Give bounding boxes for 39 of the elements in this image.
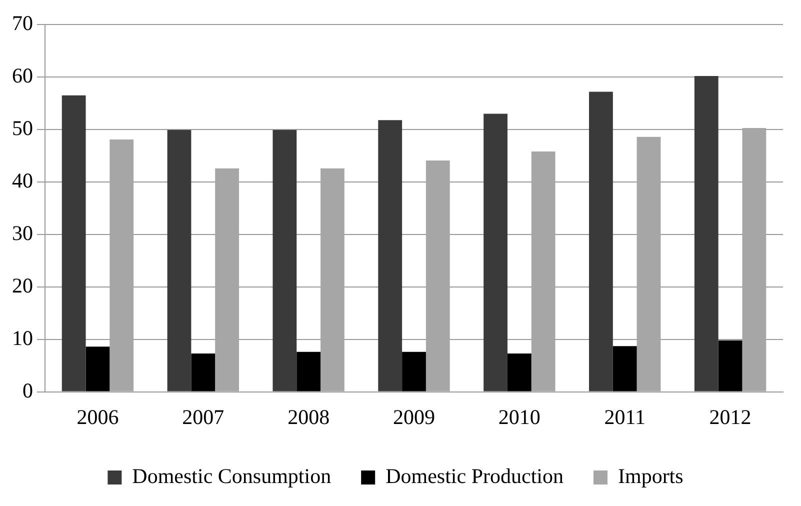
y-tick-label: 30 (12, 220, 33, 245)
x-tick-label: 2012 (709, 404, 752, 429)
x-tick-label: 2010 (498, 404, 540, 429)
x-tick-label: 2011 (604, 404, 646, 429)
bar (589, 92, 613, 392)
y-tick-label: 50 (12, 116, 33, 140)
x-tick-label: 2008 (288, 404, 330, 429)
bar (694, 76, 718, 392)
legend-label: Imports (618, 464, 684, 488)
bar (296, 352, 321, 392)
y-tick-label: 20 (12, 273, 33, 298)
bar (426, 160, 450, 392)
x-tick-label: 2006 (76, 404, 119, 429)
bar (636, 136, 661, 392)
bar (110, 139, 134, 392)
legend-label: Domestic Consumption (132, 464, 332, 488)
bar (86, 346, 110, 392)
y-tick-label: 70 (12, 11, 33, 36)
x-tick-label: 2007 (182, 404, 224, 429)
bar (272, 130, 297, 392)
bar (612, 346, 637, 392)
bar (718, 340, 742, 392)
x-tick-label: 2009 (393, 404, 435, 429)
bar (402, 352, 426, 392)
y-tick-label: 10 (12, 326, 33, 350)
legend-label: Domestic Production (386, 464, 564, 488)
bar (507, 354, 532, 392)
bar (742, 128, 766, 392)
bar (215, 168, 239, 392)
bar (320, 168, 344, 392)
bar (191, 354, 216, 392)
y-tick-label: 60 (12, 64, 33, 88)
bar (531, 152, 556, 392)
bar (484, 114, 508, 392)
bar (378, 120, 402, 392)
y-tick-label: 40 (12, 168, 33, 192)
bar (167, 130, 192, 392)
bar (62, 95, 86, 392)
y-tick-label: 0 (22, 378, 33, 402)
